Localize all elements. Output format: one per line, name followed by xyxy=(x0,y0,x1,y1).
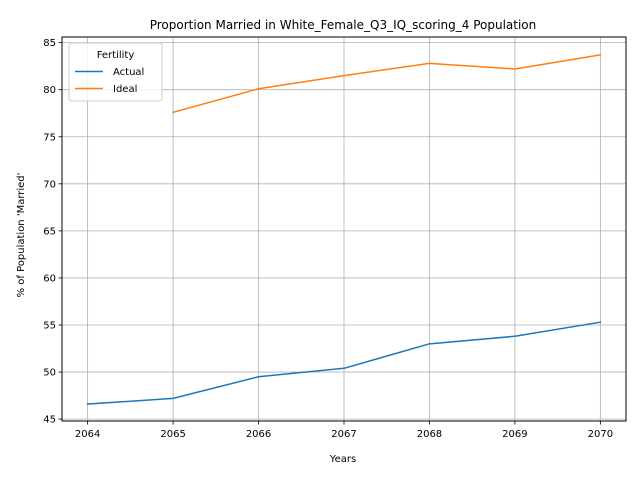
y-tick-label: 50 xyxy=(43,368,56,379)
legend: Fertility Actual Ideal xyxy=(68,42,163,102)
x-tick-label: 2069 xyxy=(502,429,527,440)
x-tick-label: 2067 xyxy=(331,429,356,440)
x-tick-label: 2066 xyxy=(246,429,271,440)
y-tick-label: 80 xyxy=(43,85,56,96)
y-tick-label: 75 xyxy=(43,132,56,143)
grid xyxy=(62,37,626,421)
legend-title: Fertility xyxy=(97,50,135,61)
x-tick-label: 2065 xyxy=(160,429,185,440)
y-tick-label: 70 xyxy=(43,179,56,190)
y-axis-label: % of Population 'Married' xyxy=(16,173,27,298)
x-tick-label: 2064 xyxy=(75,429,100,440)
y-tick-label: 45 xyxy=(43,415,56,426)
y-tick-label: 55 xyxy=(43,321,56,332)
series-line-actual xyxy=(86,321,602,405)
x-tick-label: 2070 xyxy=(588,429,613,440)
x-tick-label: 2068 xyxy=(417,429,442,440)
series-line-ideal xyxy=(172,54,602,114)
legend-label-ideal: Ideal xyxy=(113,84,137,95)
y-tick-label: 85 xyxy=(43,38,56,49)
y-tick-label: 65 xyxy=(43,226,56,237)
legend-box xyxy=(68,42,163,102)
y-tick-label: 60 xyxy=(43,273,56,284)
series-lines xyxy=(86,54,602,405)
legend-label-actual: Actual xyxy=(113,67,144,78)
ticks: 2064 2065 2066 2067 2068 2069 2070 45 50 55 60 65 70… xyxy=(43,38,613,440)
x-axis-label: Years xyxy=(329,454,356,465)
chart-title: Proportion Married in White_Female_Q3_IQ… xyxy=(150,18,537,32)
